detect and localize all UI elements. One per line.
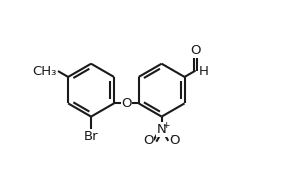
Text: O: O (169, 134, 180, 147)
Text: O: O (121, 97, 132, 110)
Text: N: N (157, 123, 166, 136)
Text: Br: Br (84, 130, 98, 143)
Text: ⁻: ⁻ (170, 133, 175, 143)
Text: CH₃: CH₃ (33, 64, 57, 78)
Text: O: O (144, 134, 154, 147)
Text: H: H (198, 65, 208, 78)
Text: +: + (162, 121, 170, 130)
Text: O: O (190, 44, 201, 57)
